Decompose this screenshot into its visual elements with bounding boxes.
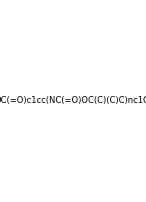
Text: OC(=O)c1cc(NC(=O)OC(C)(C)C)nc1Cl: OC(=O)c1cc(NC(=O)OC(C)(C)C)nc1Cl [0, 97, 146, 105]
